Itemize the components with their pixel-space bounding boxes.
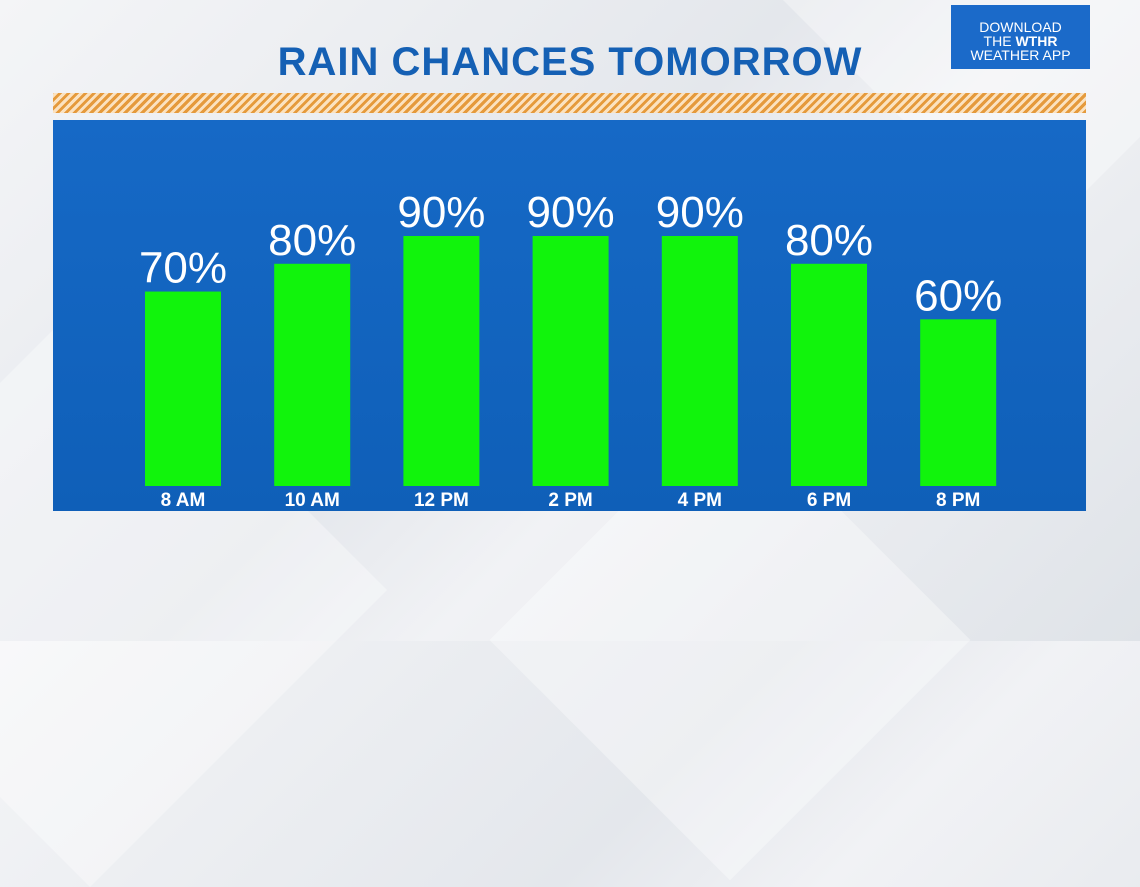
bar-chart: 70% 8 AM 80% 10 AM 90% 12 PM 90% 2 PM 90% 4 PM 80%…: [139, 188, 1002, 511]
bar-10-am: [274, 263, 351, 486]
badge-line-2: THE WTHR: [951, 34, 1090, 48]
bar-12-pm: [403, 236, 480, 486]
value-label: 90%: [656, 188, 744, 237]
bar-2-pm: [532, 236, 609, 486]
x-tick-label: 8 PM: [936, 490, 980, 511]
value-label: 90%: [397, 188, 485, 237]
bar-6-pm: [791, 263, 867, 486]
bar-4-pm: [661, 236, 738, 486]
hatched-divider: [53, 93, 1086, 113]
chart-title: RAIN CHANCES TOMORROW: [277, 40, 863, 84]
value-label: 80%: [268, 216, 356, 265]
badge-line-3: WEATHER APP: [970, 47, 1071, 63]
x-tick-label: 10 AM: [285, 490, 340, 511]
value-label: 70%: [139, 244, 227, 293]
badge-line-1: DOWNLOAD: [979, 19, 1062, 35]
value-label: 60%: [914, 271, 1002, 320]
bar-8-pm: [920, 319, 997, 486]
x-tick-label: 6 PM: [807, 490, 851, 511]
badge-brand: WTHR: [1015, 33, 1058, 49]
x-tick-label: 8 AM: [161, 490, 206, 511]
bar-8-am: [145, 291, 221, 486]
value-label: 80%: [785, 216, 873, 265]
app-download-badge[interactable]: DOWNLOAD THE WTHR WEATHER APP: [951, 5, 1090, 69]
badge-line-2-prefix: THE: [983, 33, 1016, 49]
value-label: 90%: [527, 188, 615, 237]
x-tick-label: 2 PM: [548, 490, 592, 511]
x-tick-label: 4 PM: [678, 490, 722, 511]
x-tick-label: 12 PM: [414, 490, 469, 511]
chart-panel: 70% 8 AM 80% 10 AM 90% 12 PM 90% 2 PM 90% 4 PM 80%…: [53, 120, 1086, 511]
